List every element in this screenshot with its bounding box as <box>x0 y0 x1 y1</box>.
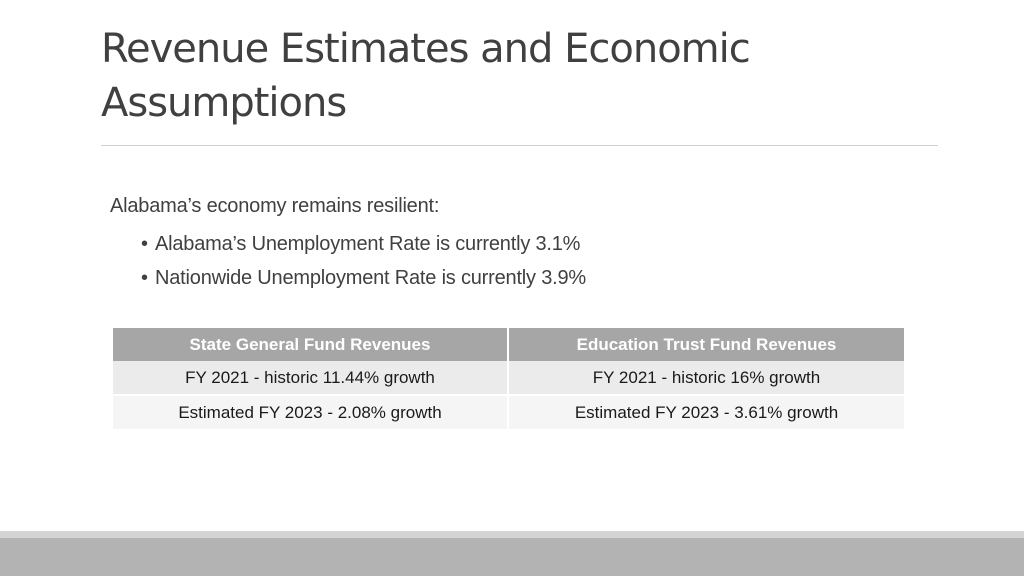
intro-text: Alabama’s economy remains resilient: <box>110 195 440 217</box>
table-cell: Estimated FY 2023 - 3.61% growth <box>508 395 904 429</box>
table-cell: FY 2021 - historic 11.44% growth <box>113 361 509 396</box>
title-divider <box>101 145 938 146</box>
table-cell: Estimated FY 2023 - 2.08% growth <box>113 395 509 429</box>
revenue-table: State General Fund Revenues Education Tr… <box>113 328 904 429</box>
table-cell: FY 2021 - historic 16% growth <box>508 361 904 396</box>
bullet-icon: • <box>141 267 148 289</box>
bullet-list: • Alabama’s Unemployment Rate is currentl… <box>141 227 586 295</box>
column-header-general-fund: State General Fund Revenues <box>113 328 509 361</box>
footer-accent-strip <box>0 531 1024 538</box>
table-row: FY 2021 - historic 11.44% growth FY 2021… <box>113 361 904 396</box>
footer-bar <box>0 538 1024 576</box>
slide-title: Revenue Estimates and Economic Assumptio… <box>101 26 751 126</box>
column-header-education-trust-fund: Education Trust Fund Revenues <box>508 328 904 361</box>
bullet-text: Nationwide Unemployment Rate is currentl… <box>155 267 586 289</box>
bullet-text: Alabama’s Unemployment Rate is currently… <box>155 233 581 255</box>
bullet-item: • Nationwide Unemployment Rate is current… <box>141 261 586 295</box>
bullet-item: • Alabama’s Unemployment Rate is currentl… <box>141 227 586 261</box>
table-row: Estimated FY 2023 - 2.08% growth Estimat… <box>113 395 904 429</box>
table-header-row: State General Fund Revenues Education Tr… <box>113 328 904 361</box>
bullet-icon: • <box>141 233 148 255</box>
